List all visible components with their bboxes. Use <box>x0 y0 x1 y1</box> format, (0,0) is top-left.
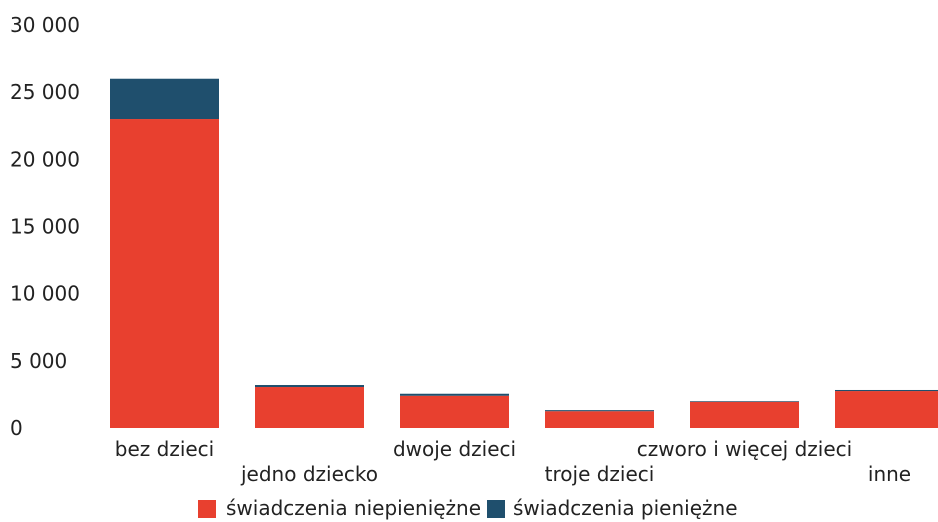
x-category-label: bez dzieci <box>115 437 214 461</box>
x-category-label: dwoje dzieci <box>393 437 516 461</box>
bar-segment-niepieniezne <box>545 411 654 428</box>
bar-segment-pieniezne <box>835 389 938 392</box>
y-tick-label: 0 <box>10 416 23 440</box>
y-tick-label: 10 000 <box>10 282 80 306</box>
y-tick-label: 15 000 <box>10 215 80 239</box>
bar-segment-niepieniezne <box>690 401 799 428</box>
y-tick-label: 25 000 <box>10 80 80 104</box>
bar-segment-pieniezne <box>690 401 799 402</box>
bar-segment-niepieniezne <box>110 119 219 429</box>
bars <box>110 78 938 429</box>
y-tick-label: 5 000 <box>10 349 67 373</box>
y-tick-label: 20 000 <box>10 147 80 171</box>
legend-label: świadczenia niepieniężne <box>226 496 481 520</box>
bar-segment-pieniezne <box>110 78 219 120</box>
bar-segment-niepieniezne <box>835 391 938 428</box>
legend-swatch <box>487 500 505 518</box>
x-axis-labels: bez dzieci jedno dziecko dwoje dzieci troje… <box>115 437 911 486</box>
x-category-label: czworo i więcej dzieci <box>637 437 852 461</box>
bar-segment-niepieniezne <box>255 387 364 428</box>
bar-segment-pieniezne <box>545 410 654 412</box>
legend: świadczenia niepieniężne świadczenia pien… <box>198 496 738 520</box>
legend-swatch <box>198 500 216 518</box>
y-axis: 0 5 000 10 000 15 000 20 000 25 000 30 000 <box>10 13 80 440</box>
x-category-label: inne <box>868 462 911 486</box>
bar-segment-pieniezne <box>255 385 364 388</box>
bar-segment-niepieniezne <box>400 395 509 428</box>
y-tick-label: 30 000 <box>10 13 80 37</box>
legend-label: świadczenia pieniężne <box>513 496 738 520</box>
bar-segment-pieniezne <box>400 393 509 396</box>
x-category-label: jedno dziecko <box>240 462 378 486</box>
x-category-label: troje dzieci <box>545 462 655 486</box>
